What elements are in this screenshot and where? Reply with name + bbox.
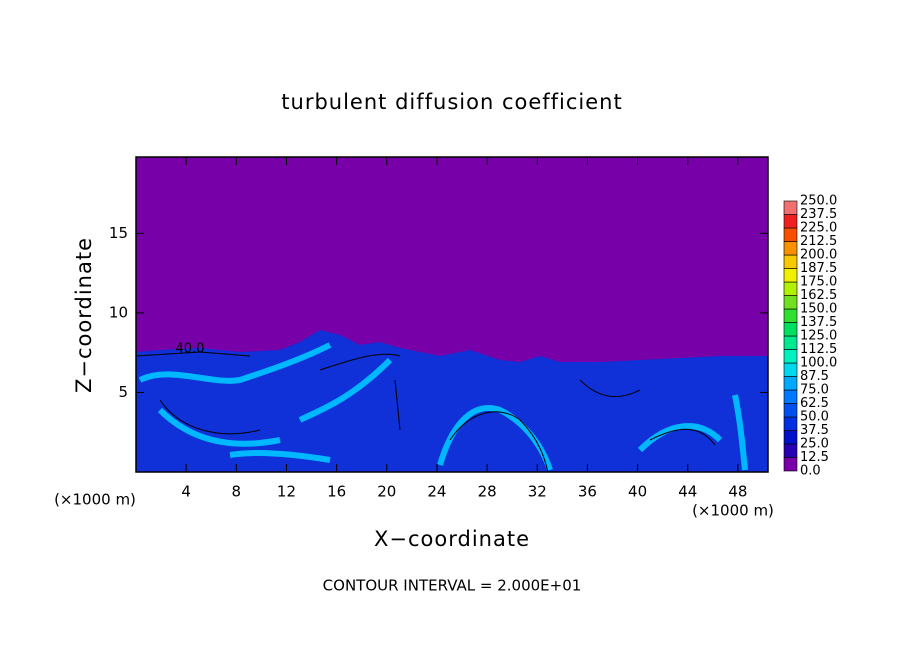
x-tick-label: 44 <box>678 483 697 501</box>
x-unit-label: (×1000 m) <box>54 491 136 509</box>
colorbar-band <box>783 430 798 445</box>
colorbar-label: 225.0 <box>800 221 837 236</box>
colorbar-label: 125.0 <box>800 329 837 344</box>
y-tick-label: 10 <box>109 303 128 321</box>
contour-label: 40.0 <box>176 342 205 357</box>
x-tick-label: 28 <box>478 483 497 501</box>
x-tick-label: 32 <box>528 483 547 501</box>
colorbar-band <box>783 281 798 296</box>
colorbar-band <box>783 403 798 418</box>
colorbar-band <box>783 376 798 391</box>
y-tick-label: 5 <box>118 383 128 401</box>
x-tick-label: 16 <box>327 483 346 501</box>
annotation: CONTOUR INTERVAL = 2.000E+01 <box>323 577 582 595</box>
colorbar-label: 250.0 <box>800 194 837 209</box>
plot-frame <box>135 156 769 473</box>
colorbar-label: 187.5 <box>800 261 837 276</box>
colorbar-band <box>783 416 798 431</box>
colorbar-label: 25.0 <box>800 437 829 452</box>
x-tick-label: 40 <box>628 483 647 501</box>
colorbar-label: 212.5 <box>800 234 837 249</box>
colorbar-label: 200.0 <box>800 248 837 263</box>
colorbar-label: 100.0 <box>800 356 837 371</box>
x-unit-label: (×1000 m) <box>692 502 774 520</box>
x-tick-label: 12 <box>277 483 296 501</box>
colorbar-band <box>783 443 798 458</box>
colorbar-band <box>783 295 798 310</box>
colorbar-label: 62.5 <box>800 396 829 411</box>
x-tick-label: 20 <box>377 483 396 501</box>
y-axis-label: Z−coordinate <box>72 237 96 393</box>
colorbar-band <box>783 362 798 377</box>
x-tick-label: 24 <box>427 483 446 501</box>
x-tick-label: 4 <box>181 483 191 501</box>
colorbar-band <box>783 457 798 472</box>
colorbar-label: 0.0 <box>800 464 821 479</box>
colorbar-label: 150.0 <box>800 302 837 317</box>
colorbar-band <box>783 214 798 229</box>
colorbar-label: 75.0 <box>800 383 829 398</box>
x-tick-label: 48 <box>728 483 747 501</box>
y-tick-label: 15 <box>109 224 128 242</box>
colorbar-label: 12.5 <box>800 450 829 465</box>
colorbar-band <box>783 349 798 364</box>
colorbar-band <box>783 268 798 283</box>
colorbar-band <box>783 241 798 256</box>
colorbar-label: 37.5 <box>800 423 829 438</box>
colorbar-band <box>783 322 798 337</box>
x-axis-label: X−coordinate <box>374 527 530 551</box>
x-tick-label: 8 <box>232 483 242 501</box>
colorbar-label: 237.5 <box>800 207 837 222</box>
colorbar-label: 175.0 <box>800 275 837 290</box>
colorbar-band <box>783 227 798 242</box>
x-tick-label: 36 <box>578 483 597 501</box>
colorbar-label: 162.5 <box>800 288 837 303</box>
chart-title: turbulent diffusion coefficient <box>281 90 622 114</box>
colorbar-band <box>783 389 798 404</box>
colorbar-label: 87.5 <box>800 369 829 384</box>
colorbar-band <box>783 335 798 350</box>
colorbar-band <box>783 308 798 323</box>
colorbar-label: 137.5 <box>800 315 837 330</box>
colorbar-label: 112.5 <box>800 342 837 357</box>
colorbar-label: 50.0 <box>800 410 829 425</box>
field <box>136 157 768 472</box>
colorbar-band <box>783 254 798 269</box>
colorbar-band <box>783 200 798 215</box>
